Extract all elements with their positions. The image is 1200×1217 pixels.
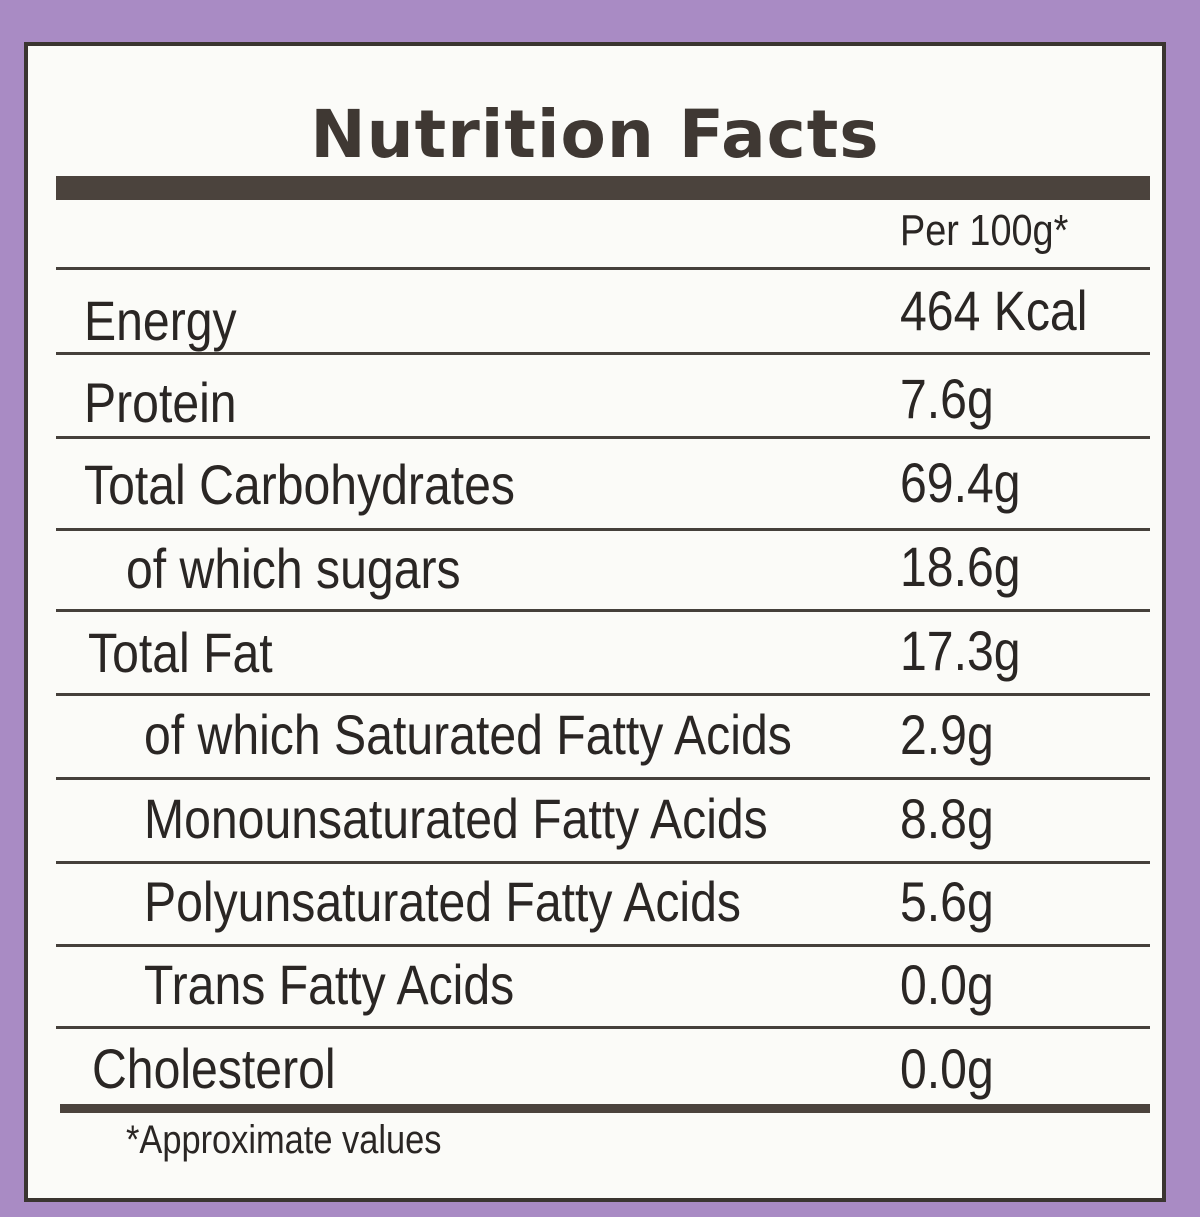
- row-divider: [56, 267, 1150, 270]
- row-divider: [56, 1026, 1150, 1029]
- nutrient-name: Polyunsaturated Fatty Acids: [144, 870, 741, 933]
- footnote: *Approximate values: [126, 1118, 442, 1162]
- nutrient-value: 8.8g: [900, 787, 994, 850]
- serving-header: Per 100g*: [900, 206, 1069, 255]
- nutrient-value: 0.0g: [900, 1037, 994, 1100]
- row-divider: [56, 777, 1150, 780]
- row-divider: [56, 436, 1150, 439]
- row-divider: [56, 861, 1150, 864]
- nutrient-name: Cholesterol: [92, 1037, 336, 1100]
- nutrient-name: Energy: [84, 289, 237, 352]
- nutrient-name: Total Carbohydrates: [84, 453, 515, 516]
- nutrient-name: Trans Fatty Acids: [144, 953, 515, 1016]
- nutrient-value: 17.3g: [900, 619, 1021, 682]
- row-divider: [56, 528, 1150, 531]
- nutrient-name: Total Fat: [88, 621, 273, 684]
- nutrient-value: 69.4g: [900, 451, 1021, 514]
- nutrition-title: Nutrition Facts: [310, 96, 880, 173]
- row-divider: [56, 944, 1150, 947]
- nutrient-value: 0.0g: [900, 953, 994, 1016]
- top-thick-divider: [56, 176, 1150, 200]
- nutrient-value: 18.6g: [900, 535, 1021, 598]
- nutrient-value: 5.6g: [900, 870, 994, 933]
- row-divider: [56, 609, 1150, 612]
- nutrition-facts-panel: Nutrition Facts Per 100g* Energy 464 Kca…: [24, 42, 1166, 1202]
- row-divider: [56, 352, 1150, 355]
- nutrient-value: 2.9g: [900, 703, 994, 766]
- nutrient-value: 464 Kcal: [900, 279, 1088, 342]
- row-divider: [56, 693, 1150, 696]
- nutrient-name: of which sugars: [126, 537, 461, 600]
- nutrient-name: Monounsaturated Fatty Acids: [144, 787, 768, 850]
- nutrient-name: of which Saturated Fatty Acids: [144, 703, 792, 766]
- bottom-thick-divider: [60, 1104, 1150, 1113]
- nutrient-value: 7.6g: [900, 367, 994, 430]
- nutrient-name: Protein: [84, 371, 237, 434]
